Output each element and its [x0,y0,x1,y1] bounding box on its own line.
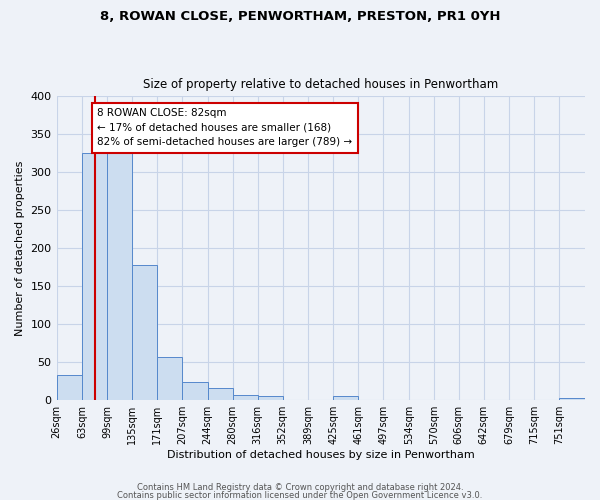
X-axis label: Distribution of detached houses by size in Penwortham: Distribution of detached houses by size … [167,450,475,460]
Bar [82,152,107,400]
Title: Size of property relative to detached houses in Penwortham: Size of property relative to detached ho… [143,78,499,91]
Text: 8 ROWAN CLOSE: 82sqm
← 17% of detached houses are smaller (168)
82% of semi-deta: 8 ROWAN CLOSE: 82sqm ← 17% of detached h… [97,108,353,148]
Bar [559,398,585,400]
Text: Contains HM Land Registry data © Crown copyright and database right 2024.: Contains HM Land Registry data © Crown c… [137,484,463,492]
Bar [233,395,257,400]
Bar [56,375,82,400]
Bar [257,396,283,400]
Bar [157,357,182,400]
Bar [182,382,208,400]
Bar [333,396,358,400]
Bar [208,388,233,400]
Bar [107,146,132,400]
Bar [132,265,157,400]
Text: 8, ROWAN CLOSE, PENWORTHAM, PRESTON, PR1 0YH: 8, ROWAN CLOSE, PENWORTHAM, PRESTON, PR1… [100,10,500,23]
Y-axis label: Number of detached properties: Number of detached properties [15,160,25,336]
Text: Contains public sector information licensed under the Open Government Licence v3: Contains public sector information licen… [118,490,482,500]
